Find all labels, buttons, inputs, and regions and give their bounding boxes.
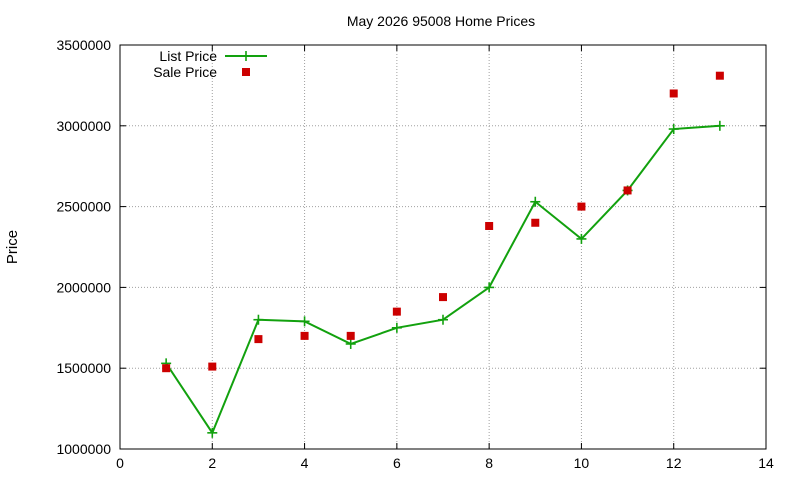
- x-tick-label: 14: [758, 455, 774, 471]
- list-price-point: [438, 314, 448, 325]
- sale-price-point: [346, 331, 355, 340]
- grid-lines: [120, 45, 766, 449]
- sale-price-point: [669, 89, 678, 98]
- list-price-point: [714, 120, 725, 131]
- x-tick-label: 8: [485, 455, 493, 471]
- sale-price-point: [623, 186, 632, 195]
- axes: 0 2 4 6 8 10 12 14 1000000 1500000 2000000 2500000 3…: [56, 37, 774, 471]
- list-price-point: [530, 196, 541, 207]
- series-layer: [161, 71, 725, 438]
- list-price-point: [484, 282, 495, 293]
- list-price-point: [299, 316, 310, 327]
- list-price-point: [576, 233, 587, 244]
- legend-marker-sale-price: [242, 68, 250, 76]
- sale-price-point: [254, 335, 263, 344]
- x-tick-label: 6: [393, 455, 401, 471]
- sale-price-point: [531, 218, 540, 227]
- y-tick-label: 1500000: [56, 360, 111, 376]
- x-tick-label: 2: [208, 455, 216, 471]
- x-tick-label: 10: [574, 455, 590, 471]
- y-tick-label: 2500000: [56, 199, 111, 215]
- x-tick-label: 12: [666, 455, 682, 471]
- sale-price-point: [439, 293, 447, 302]
- sale-price-point: [162, 364, 171, 373]
- list-price-point: [253, 314, 264, 325]
- list-price-point: [207, 427, 218, 438]
- y-axis-label: Price: [4, 230, 21, 264]
- chart-title: May 2026 95008 Home Prices: [347, 13, 535, 29]
- legend-marker-list-price: [241, 51, 251, 61]
- legend-label-list-price: List Price: [159, 48, 217, 64]
- sale-price-point: [715, 71, 724, 80]
- y-tick-label: 2000000: [56, 279, 111, 295]
- list-price-point: [391, 322, 402, 333]
- legend-label-sale-price: Sale Price: [153, 64, 217, 80]
- sale-price-point: [300, 331, 309, 340]
- sale-price-point: [577, 202, 586, 211]
- y-tick-label: 3500000: [56, 37, 111, 53]
- sale-price-point: [392, 307, 401, 316]
- list-price-point: [345, 338, 356, 349]
- sale-price-point: [208, 362, 217, 371]
- x-tick-label: 0: [116, 455, 124, 471]
- x-tick-label: 4: [301, 455, 309, 471]
- sale-price-point: [485, 221, 494, 230]
- y-tick-label: 1000000: [56, 441, 111, 457]
- list-price-line: [165, 124, 720, 435]
- y-tick-label: 3000000: [56, 118, 111, 134]
- list-price-point: [668, 124, 679, 135]
- plot-frame: [119, 44, 767, 450]
